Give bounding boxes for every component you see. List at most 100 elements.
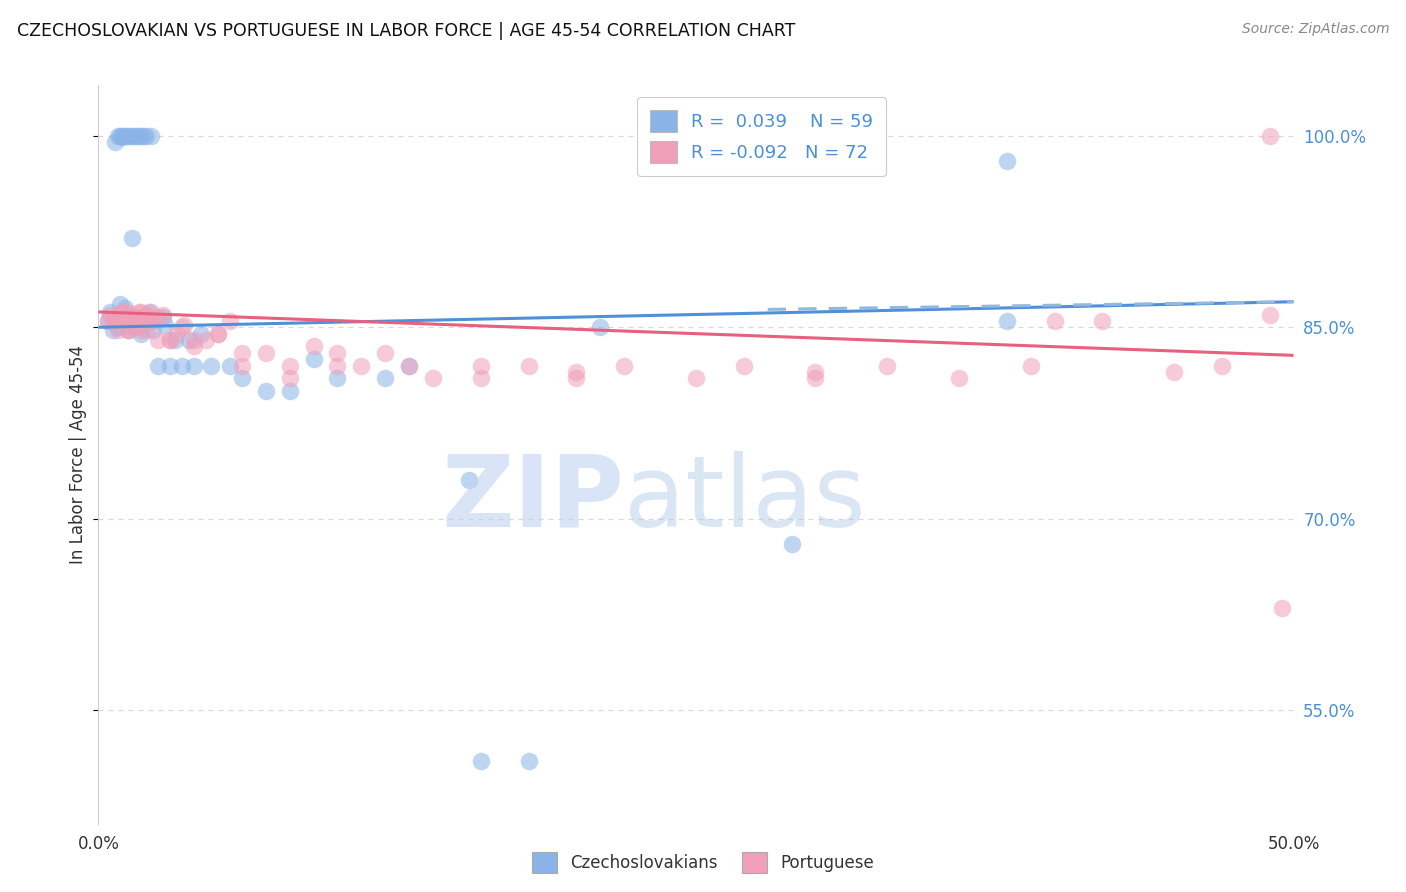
- Point: [121, 231, 143, 245]
- Point: [132, 314, 155, 328]
- Point: [135, 323, 157, 337]
- Point: [114, 310, 136, 324]
- Point: [101, 323, 124, 337]
- Point: [128, 128, 150, 143]
- Point: [131, 326, 153, 341]
- Point: [98, 308, 122, 322]
- Point: [135, 314, 157, 328]
- Point: [172, 359, 194, 373]
- Point: [131, 323, 153, 337]
- Point: [104, 135, 127, 149]
- Point: [1043, 314, 1066, 328]
- Point: [104, 310, 127, 324]
- Point: [589, 320, 612, 334]
- Point: [422, 371, 444, 385]
- Point: [1258, 128, 1281, 143]
- Point: [125, 310, 148, 324]
- Point: [517, 754, 540, 768]
- Point: [398, 359, 420, 373]
- Text: ZIP: ZIP: [441, 450, 624, 548]
- Point: [114, 301, 136, 315]
- Point: [142, 323, 165, 337]
- Point: [207, 326, 229, 341]
- Point: [139, 314, 162, 328]
- Point: [138, 310, 160, 324]
- Point: [219, 314, 242, 328]
- Point: [470, 754, 492, 768]
- Point: [124, 128, 146, 143]
- Point: [613, 359, 636, 373]
- Point: [132, 310, 155, 324]
- Point: [374, 346, 396, 360]
- Point: [148, 333, 170, 347]
- Point: [278, 359, 301, 373]
- Point: [200, 359, 222, 373]
- Text: CZECHOSLOVAKIAN VS PORTUGUESE IN LABOR FORCE | AGE 45-54 CORRELATION CHART: CZECHOSLOVAKIAN VS PORTUGUESE IN LABOR F…: [17, 22, 796, 40]
- Point: [470, 359, 492, 373]
- Point: [995, 314, 1018, 328]
- Point: [172, 320, 194, 334]
- Point: [111, 128, 134, 143]
- Point: [132, 128, 155, 143]
- Text: atlas: atlas: [624, 450, 866, 548]
- Point: [183, 333, 205, 347]
- Point: [183, 359, 205, 373]
- Point: [115, 305, 138, 319]
- Point: [195, 333, 218, 347]
- Point: [155, 318, 177, 332]
- Point: [125, 320, 148, 334]
- Point: [152, 310, 174, 324]
- Point: [125, 318, 148, 332]
- Point: [948, 371, 970, 385]
- Point: [107, 128, 129, 143]
- Point: [804, 365, 827, 379]
- Point: [111, 305, 134, 319]
- Point: [128, 314, 150, 328]
- Point: [231, 359, 253, 373]
- Point: [107, 320, 129, 334]
- Point: [139, 305, 162, 319]
- Point: [159, 333, 181, 347]
- Point: [1271, 601, 1294, 615]
- Point: [173, 318, 195, 332]
- Point: [1211, 359, 1233, 373]
- Point: [111, 130, 134, 145]
- Point: [159, 359, 181, 373]
- Point: [231, 346, 253, 360]
- Point: [565, 371, 588, 385]
- Point: [114, 128, 136, 143]
- Point: [118, 323, 141, 337]
- Point: [104, 310, 127, 324]
- Point: [685, 371, 707, 385]
- Point: [398, 359, 420, 373]
- Point: [98, 305, 122, 319]
- Point: [107, 323, 129, 337]
- Point: [1163, 365, 1185, 379]
- Point: [135, 308, 157, 322]
- Point: [565, 365, 588, 379]
- Point: [121, 128, 143, 143]
- Point: [124, 311, 146, 326]
- Point: [876, 359, 898, 373]
- Point: [152, 308, 174, 322]
- Point: [804, 371, 827, 385]
- Legend: R =  0.039    N = 59, R = -0.092   N = 72: R = 0.039 N = 59, R = -0.092 N = 72: [637, 97, 886, 176]
- Point: [101, 314, 124, 328]
- Point: [190, 326, 212, 341]
- Point: [231, 371, 253, 385]
- Point: [254, 384, 277, 398]
- Point: [278, 371, 301, 385]
- Point: [780, 537, 803, 551]
- Point: [115, 318, 138, 332]
- Point: [179, 333, 201, 347]
- Point: [470, 371, 492, 385]
- Point: [219, 359, 242, 373]
- Legend: Czechoslovakians, Portuguese: Czechoslovakians, Portuguese: [524, 846, 882, 880]
- Point: [159, 333, 181, 347]
- Point: [131, 128, 153, 143]
- Point: [350, 359, 373, 373]
- Point: [139, 128, 162, 143]
- Point: [163, 333, 186, 347]
- Point: [124, 318, 146, 332]
- Point: [138, 305, 160, 319]
